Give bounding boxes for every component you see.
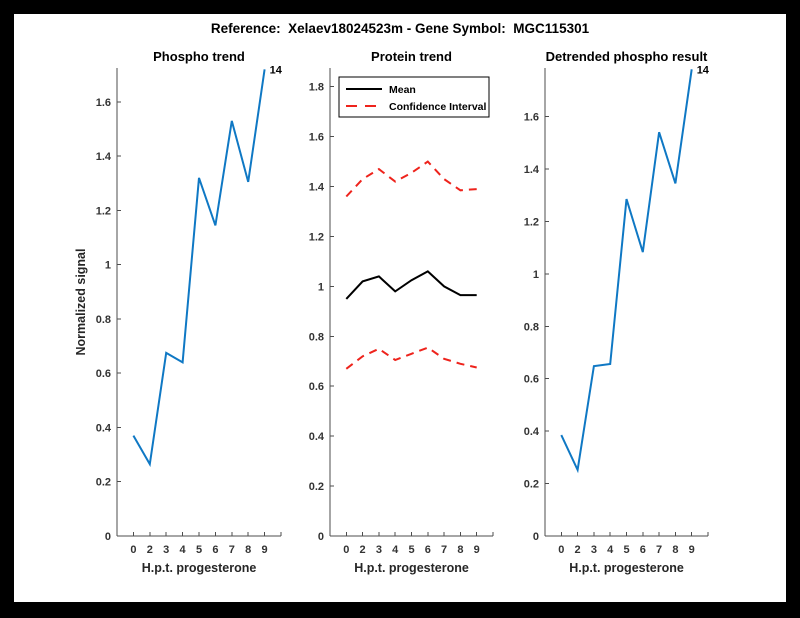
svg-text:1.8: 1.8 <box>309 82 324 94</box>
protein-trend-axes <box>329 68 494 537</box>
svg-text:7: 7 <box>229 544 235 556</box>
detrended-phospho-xlabel: H.p.t. progesterone <box>569 561 684 575</box>
phospho-trend-ylabel: Normalized signal <box>74 249 88 356</box>
svg-text:9: 9 <box>262 544 268 556</box>
protein-trend-series-mean <box>345 270 477 300</box>
svg-text:0: 0 <box>318 531 324 543</box>
phospho-trend-xlabel: H.p.t. progesterone <box>142 561 257 575</box>
svg-text:8: 8 <box>245 544 251 556</box>
svg-text:7: 7 <box>441 544 447 556</box>
svg-text:0.2: 0.2 <box>96 477 111 489</box>
phospho-trend-end-label: 14 <box>270 64 283 76</box>
svg-text:1.6: 1.6 <box>96 97 111 109</box>
detrended-phospho-end-label: 14 <box>697 64 710 76</box>
svg-text:4: 4 <box>607 544 614 556</box>
svg-text:0.8: 0.8 <box>524 321 539 333</box>
svg-text:1.4: 1.4 <box>309 182 325 194</box>
detrended-phospho-title: Detrended phospho result <box>546 49 708 64</box>
svg-text:0: 0 <box>558 544 564 556</box>
svg-text:6: 6 <box>640 544 646 556</box>
svg-text:0.6: 0.6 <box>309 381 324 393</box>
svg-text:1.4: 1.4 <box>96 151 112 163</box>
svg-text:0.2: 0.2 <box>309 481 324 493</box>
protein-trend-series-confidence-interval-lower <box>345 346 477 370</box>
svg-text:9: 9 <box>689 544 695 556</box>
svg-text:0: 0 <box>130 544 136 556</box>
phospho-trend-tick-labels: 0 2 3 4 5 6 7 8 900.20.40.60.811.21.41.6 <box>96 97 268 556</box>
svg-text:3: 3 <box>376 544 382 556</box>
svg-text:0: 0 <box>533 531 539 543</box>
svg-text:0.4: 0.4 <box>524 426 540 438</box>
svg-text:0.2: 0.2 <box>524 479 539 491</box>
protein-trend-chart: 0 2 3 4 5 6 7 8 9 0 0.2 0.4 0.6 0.8 1 1.2 1.4 1.6 1.8 H.p.t… <box>302 40 510 602</box>
svg-text:1.6: 1.6 <box>524 112 539 124</box>
svg-text:0.6: 0.6 <box>524 374 539 386</box>
svg-text:6: 6 <box>212 544 218 556</box>
svg-text:0.8: 0.8 <box>96 314 111 326</box>
phospho-trend-axes <box>116 68 282 537</box>
svg-text:2: 2 <box>360 544 366 556</box>
svg-text:4: 4 <box>392 544 399 556</box>
svg-text:1.2: 1.2 <box>524 216 539 228</box>
detrended-phospho-tick-labels: 0 2 3 4 5 6 7 8 900.20.40.60.811.21.41.6 <box>524 112 695 556</box>
svg-text:8: 8 <box>457 544 463 556</box>
legend-label: Mean <box>389 84 416 96</box>
svg-text:6: 6 <box>425 544 431 556</box>
figure-canvas: Reference: Xelaev18024523m - Gene Symbol… <box>14 14 786 602</box>
svg-text:0: 0 <box>343 544 349 556</box>
svg-text:0.8: 0.8 <box>309 331 324 343</box>
figure-title: Reference: Xelaev18024523m - Gene Symbol… <box>210 21 590 36</box>
svg-text:5: 5 <box>623 544 629 556</box>
phospho-trend-plot: 0 2 3 4 5 6 7 8 900.20.40.60.811.21.41.6H.p.t. p… <box>74 49 283 575</box>
detrended-phospho-chart: 0 2 3 4 5 6 7 8 9 0 0.2 0.4 0.6 0.8 1 1.2 1.4 1.6 H.p.t. p… <box>510 40 778 602</box>
svg-text:1: 1 <box>105 260 111 272</box>
svg-text:0: 0 <box>105 531 111 543</box>
svg-text:2: 2 <box>147 544 153 556</box>
detrended-phospho-series-detrended-phospho-signal <box>560 69 693 474</box>
protein-trend-plot: 0 2 3 4 5 6 7 8 900.20.40.60.811.21.41.61.8H.p.t… <box>309 49 494 575</box>
legend-label: Confidence Interval <box>389 101 487 113</box>
svg-text:7: 7 <box>656 544 662 556</box>
phospho-trend-chart: 0 2 3 4 5 6 7 8 9 0 0.2 0.4 0.6 0.8 1 1.2 1.4 1.6 H.p.t. p… <box>44 40 302 602</box>
detrended-phospho-axes <box>544 68 709 537</box>
svg-text:1.2: 1.2 <box>309 231 324 243</box>
protein-trend-title: Protein trend <box>371 49 452 64</box>
svg-text:1: 1 <box>318 281 324 293</box>
svg-text:1: 1 <box>533 269 539 281</box>
protein-trend-legend: Mean Confidence Interval <box>338 76 490 118</box>
svg-text:5: 5 <box>408 544 414 556</box>
protein-trend-tick-labels: 0 2 3 4 5 6 7 8 900.20.40.60.811.21.41.61.8 <box>309 82 480 556</box>
svg-text:0.4: 0.4 <box>96 422 112 434</box>
svg-text:1.4: 1.4 <box>524 164 540 176</box>
phospho-trend-series-phospho-signal <box>132 69 266 468</box>
svg-text:2: 2 <box>575 544 581 556</box>
protein-trend-series-confidence-interval-upper <box>345 160 477 198</box>
protein-trend-xlabel: H.p.t. progesterone <box>354 561 469 575</box>
svg-text:8: 8 <box>672 544 678 556</box>
svg-text:3: 3 <box>163 544 169 556</box>
detrended-phospho-plot: 0 2 3 4 5 6 7 8 900.20.40.60.811.21.41.6H.p.t. p… <box>524 49 710 575</box>
svg-text:5: 5 <box>196 544 202 556</box>
phospho-trend-title: Phospho trend <box>153 49 245 64</box>
svg-text:0.6: 0.6 <box>96 368 111 380</box>
svg-text:1.2: 1.2 <box>96 205 111 217</box>
svg-text:0.4: 0.4 <box>309 431 325 443</box>
svg-text:1.6: 1.6 <box>309 132 324 144</box>
svg-text:3: 3 <box>591 544 597 556</box>
svg-text:4: 4 <box>180 544 187 556</box>
svg-text:9: 9 <box>474 544 480 556</box>
